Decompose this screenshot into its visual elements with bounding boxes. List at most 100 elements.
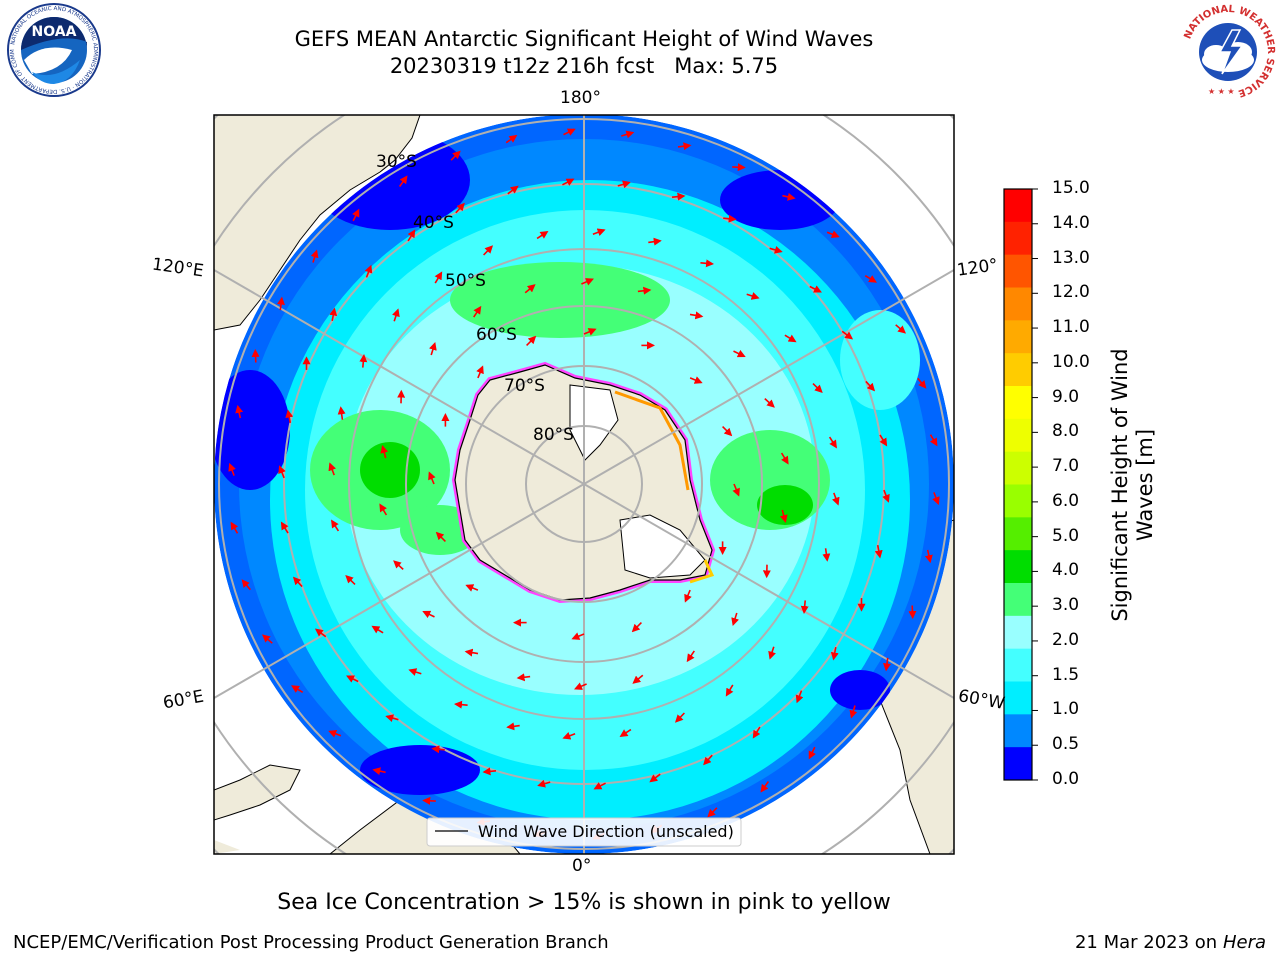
wave-direction-arrow xyxy=(874,544,883,559)
wave-direction-arrow xyxy=(779,509,788,524)
wave-direction-arrow xyxy=(924,549,933,564)
wave-direction-arrow xyxy=(571,632,585,640)
wave-direction-arrow xyxy=(464,648,479,657)
colorbar-tick-label: 1.0 xyxy=(1052,699,1080,720)
wave-direction-arrow xyxy=(537,779,551,788)
wave-direction-arrow xyxy=(380,444,389,459)
wave-direction-arrow xyxy=(677,142,692,151)
wave-direction-arrow xyxy=(822,548,831,562)
madagascar-land xyxy=(214,764,301,821)
wave-direction-arrow xyxy=(379,503,388,516)
wave-direction-arrow xyxy=(482,767,497,776)
wave-direction-arrow xyxy=(760,781,770,793)
wave-direction-arrow xyxy=(465,584,479,592)
wave-direction-arrow xyxy=(895,324,907,334)
wave-direction-arrow xyxy=(455,202,465,214)
wave-direction-arrow xyxy=(617,180,631,189)
wave-direction-arrow xyxy=(563,128,576,136)
noaa-logo: NATIONAL OCEANIC AND ATMOSPHERIC ADMINIS… xyxy=(2,2,101,97)
colorbar-tick-label: 11.0 xyxy=(1052,317,1090,338)
colorbar-segment xyxy=(1004,681,1032,715)
wave-direction-arrow xyxy=(593,782,606,790)
graticule xyxy=(214,115,954,854)
svg-text:★ ★ ★: ★ ★ ★ xyxy=(1208,87,1235,96)
lat-label-30s: 30°S xyxy=(376,152,417,172)
wave-direction-arrow xyxy=(292,576,303,588)
wave-direction-arrow xyxy=(674,712,685,723)
colorbar-segment xyxy=(1004,747,1032,781)
wave-direction-arrow xyxy=(780,452,789,465)
australia-land xyxy=(214,115,421,331)
colorbar-segment xyxy=(1004,615,1032,650)
wave-direction-arrow xyxy=(428,471,436,485)
wave-direction-arrow xyxy=(752,726,761,739)
colorbar-tick-label: 1.5 xyxy=(1052,664,1080,685)
wave-direction-arrow xyxy=(228,462,236,476)
colorbar-segment xyxy=(1004,583,1032,617)
colorbar-label-line2: Waves [m] xyxy=(1133,428,1157,542)
wave-direction-arrow xyxy=(450,150,461,161)
wave-direction-arrow xyxy=(619,728,632,737)
wave-direction-arrow xyxy=(371,625,384,634)
wave-direction-arrow xyxy=(841,330,854,340)
wave-direction-arrow xyxy=(800,600,809,614)
wave-direction-arrow xyxy=(932,492,940,506)
wave-direction-arrow xyxy=(431,745,445,754)
wave-direction-arrow xyxy=(581,278,594,286)
wave-direction-arrow xyxy=(398,175,408,187)
colorbar-segment xyxy=(1004,451,1032,485)
wave-direction-arrow xyxy=(689,311,704,320)
lon-label-0: 0° xyxy=(572,856,592,876)
wave-direction-arrow xyxy=(506,722,520,731)
ross-ice-shelf xyxy=(569,384,619,461)
noaa-wordmark: NOAA xyxy=(32,24,77,40)
wave-direction-arrow xyxy=(768,646,776,660)
colorbar-segment xyxy=(1004,221,1032,256)
wave-direction-arrow xyxy=(435,531,446,542)
wave-direction-arrow xyxy=(407,229,416,242)
wave-direction-arrow xyxy=(649,773,661,783)
wave-direction-arrow xyxy=(592,228,606,236)
wave-direction-arrow xyxy=(746,292,760,300)
wave-direction-arrow xyxy=(562,178,575,186)
colorbar-segment xyxy=(1004,517,1032,551)
ronne-ice-shelf xyxy=(619,514,706,579)
wave-direction-arrow xyxy=(364,264,373,278)
wave-direction-arrow xyxy=(809,285,822,293)
colorbar-segment xyxy=(1004,418,1032,453)
colorbar-segment xyxy=(1004,189,1032,223)
wave-direction-arrow xyxy=(278,465,286,479)
wave-direction-arrow xyxy=(769,246,783,254)
wave-direction-arrow xyxy=(733,349,746,358)
wave-direction-arrow xyxy=(359,354,368,368)
wave-direction-arrow xyxy=(808,746,816,760)
wave-direction-arrow xyxy=(562,732,576,740)
wave-direction-arrow xyxy=(795,690,804,704)
wave-direction-arrow xyxy=(392,308,400,322)
wave-direction-arrow xyxy=(684,589,692,603)
colorbar-segment xyxy=(1004,254,1032,288)
wave-direction-arrow xyxy=(524,284,536,294)
lon-label-180: 180° xyxy=(560,88,601,108)
wave-direction-arrow xyxy=(261,634,273,644)
colorbar-tick-label: 14.0 xyxy=(1052,212,1090,233)
colorbar-tick-label: 7.0 xyxy=(1052,456,1080,477)
wave-direction-arrow xyxy=(328,730,342,738)
footer-branch: NCEP/EMC/Verification Post Processing Pr… xyxy=(13,932,609,953)
colorbar-segment xyxy=(1004,550,1032,584)
wave-direction-arrow xyxy=(632,674,644,684)
wave-direction-arrow xyxy=(648,237,662,246)
lat-label-60s: 60°S xyxy=(476,325,517,345)
colorbar-segment xyxy=(1004,714,1032,748)
wave-direction-arrow xyxy=(454,700,468,709)
wave-direction-arrow xyxy=(732,163,746,172)
wave-direction-arrow xyxy=(864,275,877,283)
wave-direction-arrow xyxy=(782,192,796,201)
wave-direction-arrow xyxy=(337,406,346,420)
wave-direction-arrow xyxy=(291,685,304,693)
wave-direction-arrow xyxy=(917,377,927,389)
colorbar-segment xyxy=(1004,320,1032,354)
wave-direction-arrow xyxy=(422,796,436,805)
colorbar-segment xyxy=(1004,287,1032,321)
chart-title: GEFS MEAN Antarctic Significant Height o… xyxy=(294,27,874,51)
